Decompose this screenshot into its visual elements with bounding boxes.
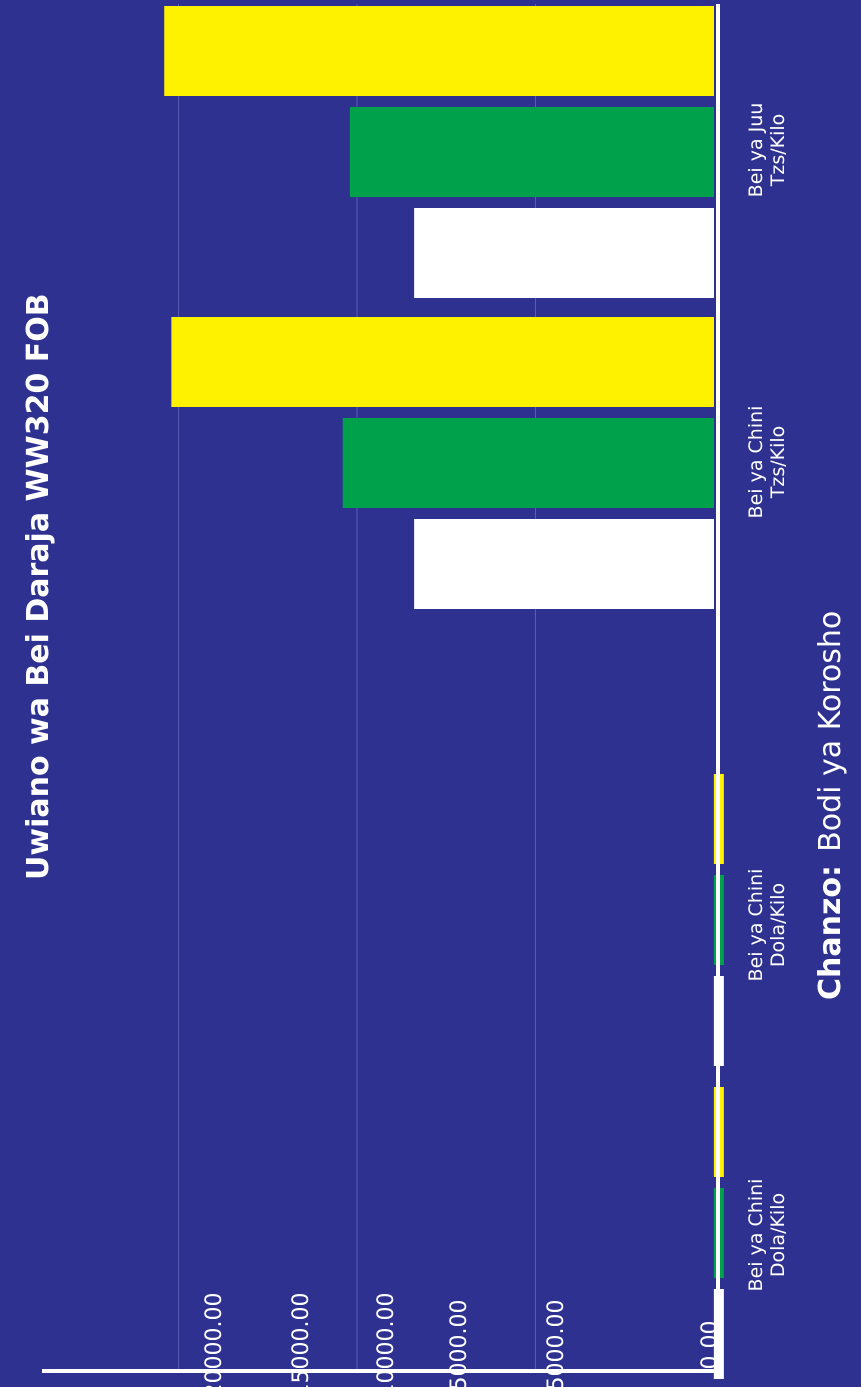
source-text: Bodi ya Korosho xyxy=(813,611,848,852)
category-label-line: Dola/Kilo xyxy=(767,1193,789,1277)
bar xyxy=(164,6,715,96)
value-tick-labels: 0.00 5000.00 5000.00 10000.00 15000.00 20000.… xyxy=(202,1293,723,1387)
source-label: Chanzo: xyxy=(813,865,848,1000)
category-label: Bei ya ChiniTzs/Kilo xyxy=(745,406,789,519)
value-tick-label: 10000.00 xyxy=(374,1293,399,1387)
category-label: Bei ya ChiniDola/Kilo xyxy=(745,1179,789,1292)
value-tick-label: 5000.00 xyxy=(544,1300,569,1387)
category-label-line: Tzs/Kilo xyxy=(767,114,789,188)
chart-title: Uwiano wa Bei Daraja WW320 FOB xyxy=(21,293,56,880)
source-note: Chanzo: Bodi ya Korosho xyxy=(813,611,848,1000)
category-label-line: Bei ya Chini xyxy=(745,406,767,519)
category-label-line: Tzs/Kilo xyxy=(767,426,789,500)
category-label-line: Bei ya Juu xyxy=(745,103,767,198)
category-label: Bei ya ChiniDola/Kilo xyxy=(745,869,789,982)
category-label: Bei ya JuuTzs/Kilo xyxy=(745,103,789,198)
value-tick-label: 15000.00 xyxy=(289,1293,314,1387)
bar xyxy=(342,418,714,508)
bar xyxy=(349,107,714,197)
value-tick-label: 20000.00 xyxy=(202,1293,227,1387)
value-tick-label: 5000.00 xyxy=(447,1300,472,1387)
category-label-line: Dola/Kilo xyxy=(767,883,789,967)
category-label-line: Bei ya Chini xyxy=(745,1179,767,1292)
bar xyxy=(414,519,714,609)
bar xyxy=(171,317,715,407)
category-label-line: Bei ya Chini xyxy=(745,869,767,982)
bar xyxy=(414,208,714,298)
value-tick-label: 0.00 xyxy=(698,1321,723,1370)
bars xyxy=(164,6,724,1379)
